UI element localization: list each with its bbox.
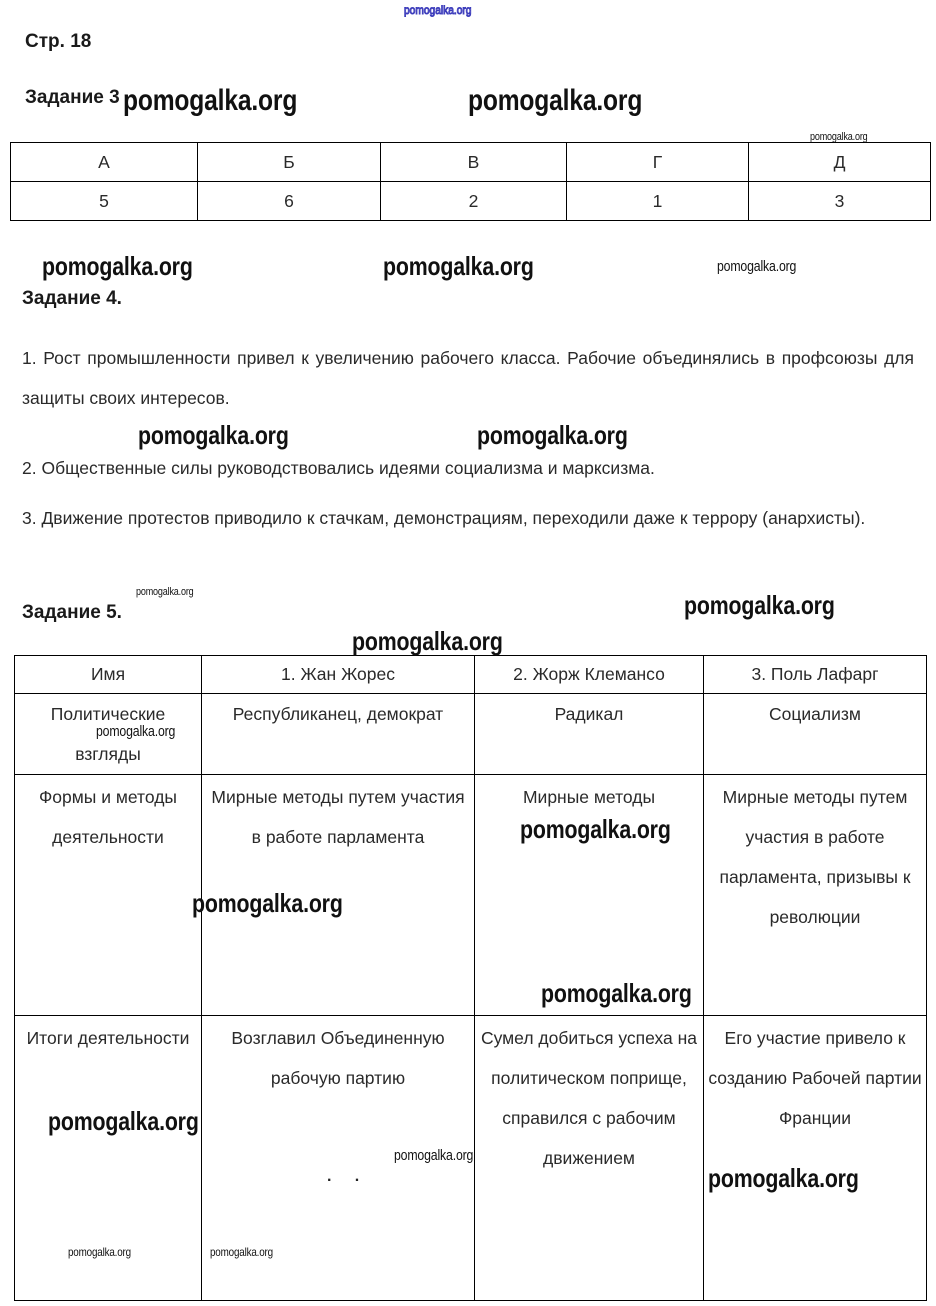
answers-value-b: 6 xyxy=(284,191,294,211)
persons-cell-results-1: Возглавил Объединенную рабочую партию xyxy=(201,1015,475,1301)
task4-paragraph-2: 2. Общественные силы руководствовались и… xyxy=(22,458,655,478)
watermark-wm-1: pomogalka.org xyxy=(123,84,298,117)
watermark-wm-13: pomogalka.org xyxy=(192,888,343,918)
watermark-wm-10: pomogalka.org xyxy=(684,590,835,620)
persons-cell-views-1: Республиканец, демократ xyxy=(201,693,475,775)
table-row-values: 5 6 2 1 3 xyxy=(10,181,931,221)
persons-cell-text: Возглавил Объединенную рабочую партию xyxy=(231,1028,445,1088)
answers-value-g: 1 xyxy=(652,191,663,211)
answers-value-cell: 6 xyxy=(197,181,381,221)
task-heading-4: Задание 4. xyxy=(22,288,122,309)
answers-value-d: 3 xyxy=(834,191,845,211)
persons-header-person-2: 2. Жорж Клемансо xyxy=(474,655,704,694)
answers-letter-d: Д xyxy=(833,152,846,172)
persons-row-label-text-1: Формы и методы деятельности xyxy=(38,787,178,847)
answers-letter-cell: А xyxy=(10,142,198,182)
table-row-methods: Формы и методы деятельности Мирные метод… xyxy=(14,774,927,1016)
watermark-wm-18: pomogalka.org xyxy=(708,1163,859,1193)
answers-value-a: 5 xyxy=(99,191,109,211)
answers-value-v: 2 xyxy=(468,191,479,211)
answers-letter-cell: Г xyxy=(566,142,749,182)
persons-header-person-1: 1. Жан Жорес xyxy=(201,655,475,694)
answers-letter-b: Б xyxy=(283,152,295,172)
watermark-wm-top: pomogalka.org xyxy=(404,3,472,18)
watermark-wm-12: pomogalka.org xyxy=(96,723,176,740)
persons-row-label-methods: Формы и методы деятельности xyxy=(14,774,202,1016)
answers-table: А Б В Г Д 5 6 2 1 3 xyxy=(10,142,931,221)
persons-cell-views-3: Социализм xyxy=(703,693,927,775)
watermark-wm-14: pomogalka.org xyxy=(520,814,671,844)
watermark-wm-4: pomogalka.org xyxy=(42,251,193,281)
persons-cell-methods-2: Мирные методы xyxy=(474,774,704,1016)
persons-header-name: Имя xyxy=(14,655,202,694)
persons-cell-text: Радикал xyxy=(554,704,624,724)
stray-dot-marks: · · xyxy=(327,1172,370,1189)
persons-cell-text: Сумел добиться успеха на политическом по… xyxy=(480,1028,698,1168)
watermark-wm-3: pomogalka.org xyxy=(810,131,868,143)
answers-value-cell: 2 xyxy=(380,181,567,221)
watermark-wm-6: pomogalka.org xyxy=(717,258,797,275)
persons-cell-text: Мирные методы xyxy=(522,787,656,807)
persons-cell-text: Республиканец, демократ xyxy=(232,704,444,724)
table-row-header: Имя 1. Жан Жорес 2. Жорж Клемансо 3. Пол… xyxy=(14,655,927,694)
persons-cell-text: Его участие привело к созданию Рабочей п… xyxy=(708,1028,922,1128)
task4-paragraph-3: 3. Движение протестов приводило к стачка… xyxy=(22,508,866,528)
persons-comparison-table: Имя 1. Жан Жорес 2. Жорж Клемансо 3. Пол… xyxy=(14,655,927,1301)
watermark-wm-5: pomogalka.org xyxy=(383,251,534,281)
answers-letter-cell: Д xyxy=(748,142,931,182)
persons-cell-text: Социализм xyxy=(769,704,861,724)
persons-header-label-3: 3. Поль Лафарг xyxy=(751,664,879,684)
task-heading-5: Задание 5. xyxy=(22,602,122,623)
persons-cell-results-3: Его участие привело к созданию Рабочей п… xyxy=(703,1015,927,1301)
watermark-wm-19: pomogalka.org xyxy=(68,1245,131,1259)
persons-cell-results-2: Сумел добиться успеха на политическом по… xyxy=(474,1015,704,1301)
task-heading-3: Задание 3 xyxy=(25,87,120,108)
persons-header-label-0: Имя xyxy=(90,664,126,684)
answers-letter-cell: Б xyxy=(197,142,381,182)
watermark-wm-11: pomogalka.org xyxy=(352,626,503,656)
watermark-wm-2: pomogalka.org xyxy=(468,84,643,117)
persons-cell-text: Мирные методы путем участия в работе пар… xyxy=(211,787,465,847)
persons-header-label-2: 2. Жорж Клемансо xyxy=(513,664,665,684)
persons-header-label-1: 1. Жан Жорес xyxy=(281,664,395,684)
table-row-letters: А Б В Г Д xyxy=(10,142,931,182)
persons-cell-methods-3: Мирные методы путем участия в работе пар… xyxy=(703,774,927,1016)
answers-letter-g: Г xyxy=(652,152,663,172)
answers-letter-v: В xyxy=(467,152,480,172)
table-row-views: Политические взгляды Республиканец, демо… xyxy=(14,693,927,775)
watermark-wm-15: pomogalka.org xyxy=(541,978,692,1008)
answers-value-cell: 3 xyxy=(748,181,931,221)
answers-value-cell: 5 xyxy=(10,181,198,221)
watermark-wm-17: pomogalka.org xyxy=(394,1147,474,1164)
watermark-wm-7: pomogalka.org xyxy=(138,420,289,450)
answers-value-cell: 1 xyxy=(566,181,749,221)
answers-letter-cell: В xyxy=(380,142,567,182)
watermark-wm-8: pomogalka.org xyxy=(477,420,628,450)
persons-row-label-views: Политические взгляды xyxy=(14,693,202,775)
persons-row-label-text-2: Итоги деятельности xyxy=(26,1028,190,1048)
page-label: Стр. 18 xyxy=(25,31,92,52)
persons-header-person-3: 3. Поль Лафарг xyxy=(703,655,927,694)
persons-row-label-results: Итоги деятельности xyxy=(14,1015,202,1301)
persons-cell-text: Мирные методы путем участия в работе пар… xyxy=(719,787,911,927)
persons-cell-views-2: Радикал xyxy=(474,693,704,775)
watermark-wm-16: pomogalka.org xyxy=(48,1106,199,1136)
persons-cell-methods-1: Мирные методы путем участия в работе пар… xyxy=(201,774,475,1016)
watermark-wm-20: pomogalka.org xyxy=(210,1245,273,1259)
answers-letter-a: А xyxy=(98,152,110,172)
table-row-results: Итоги деятельности Возглавил Объединенну… xyxy=(14,1015,927,1301)
watermark-wm-9: pomogalka.org xyxy=(136,586,194,598)
task4-paragraph-1: 1. Рост промышленности привел к увеличен… xyxy=(22,348,914,408)
persons-row-label-text-0: Политические взгляды xyxy=(50,704,166,764)
